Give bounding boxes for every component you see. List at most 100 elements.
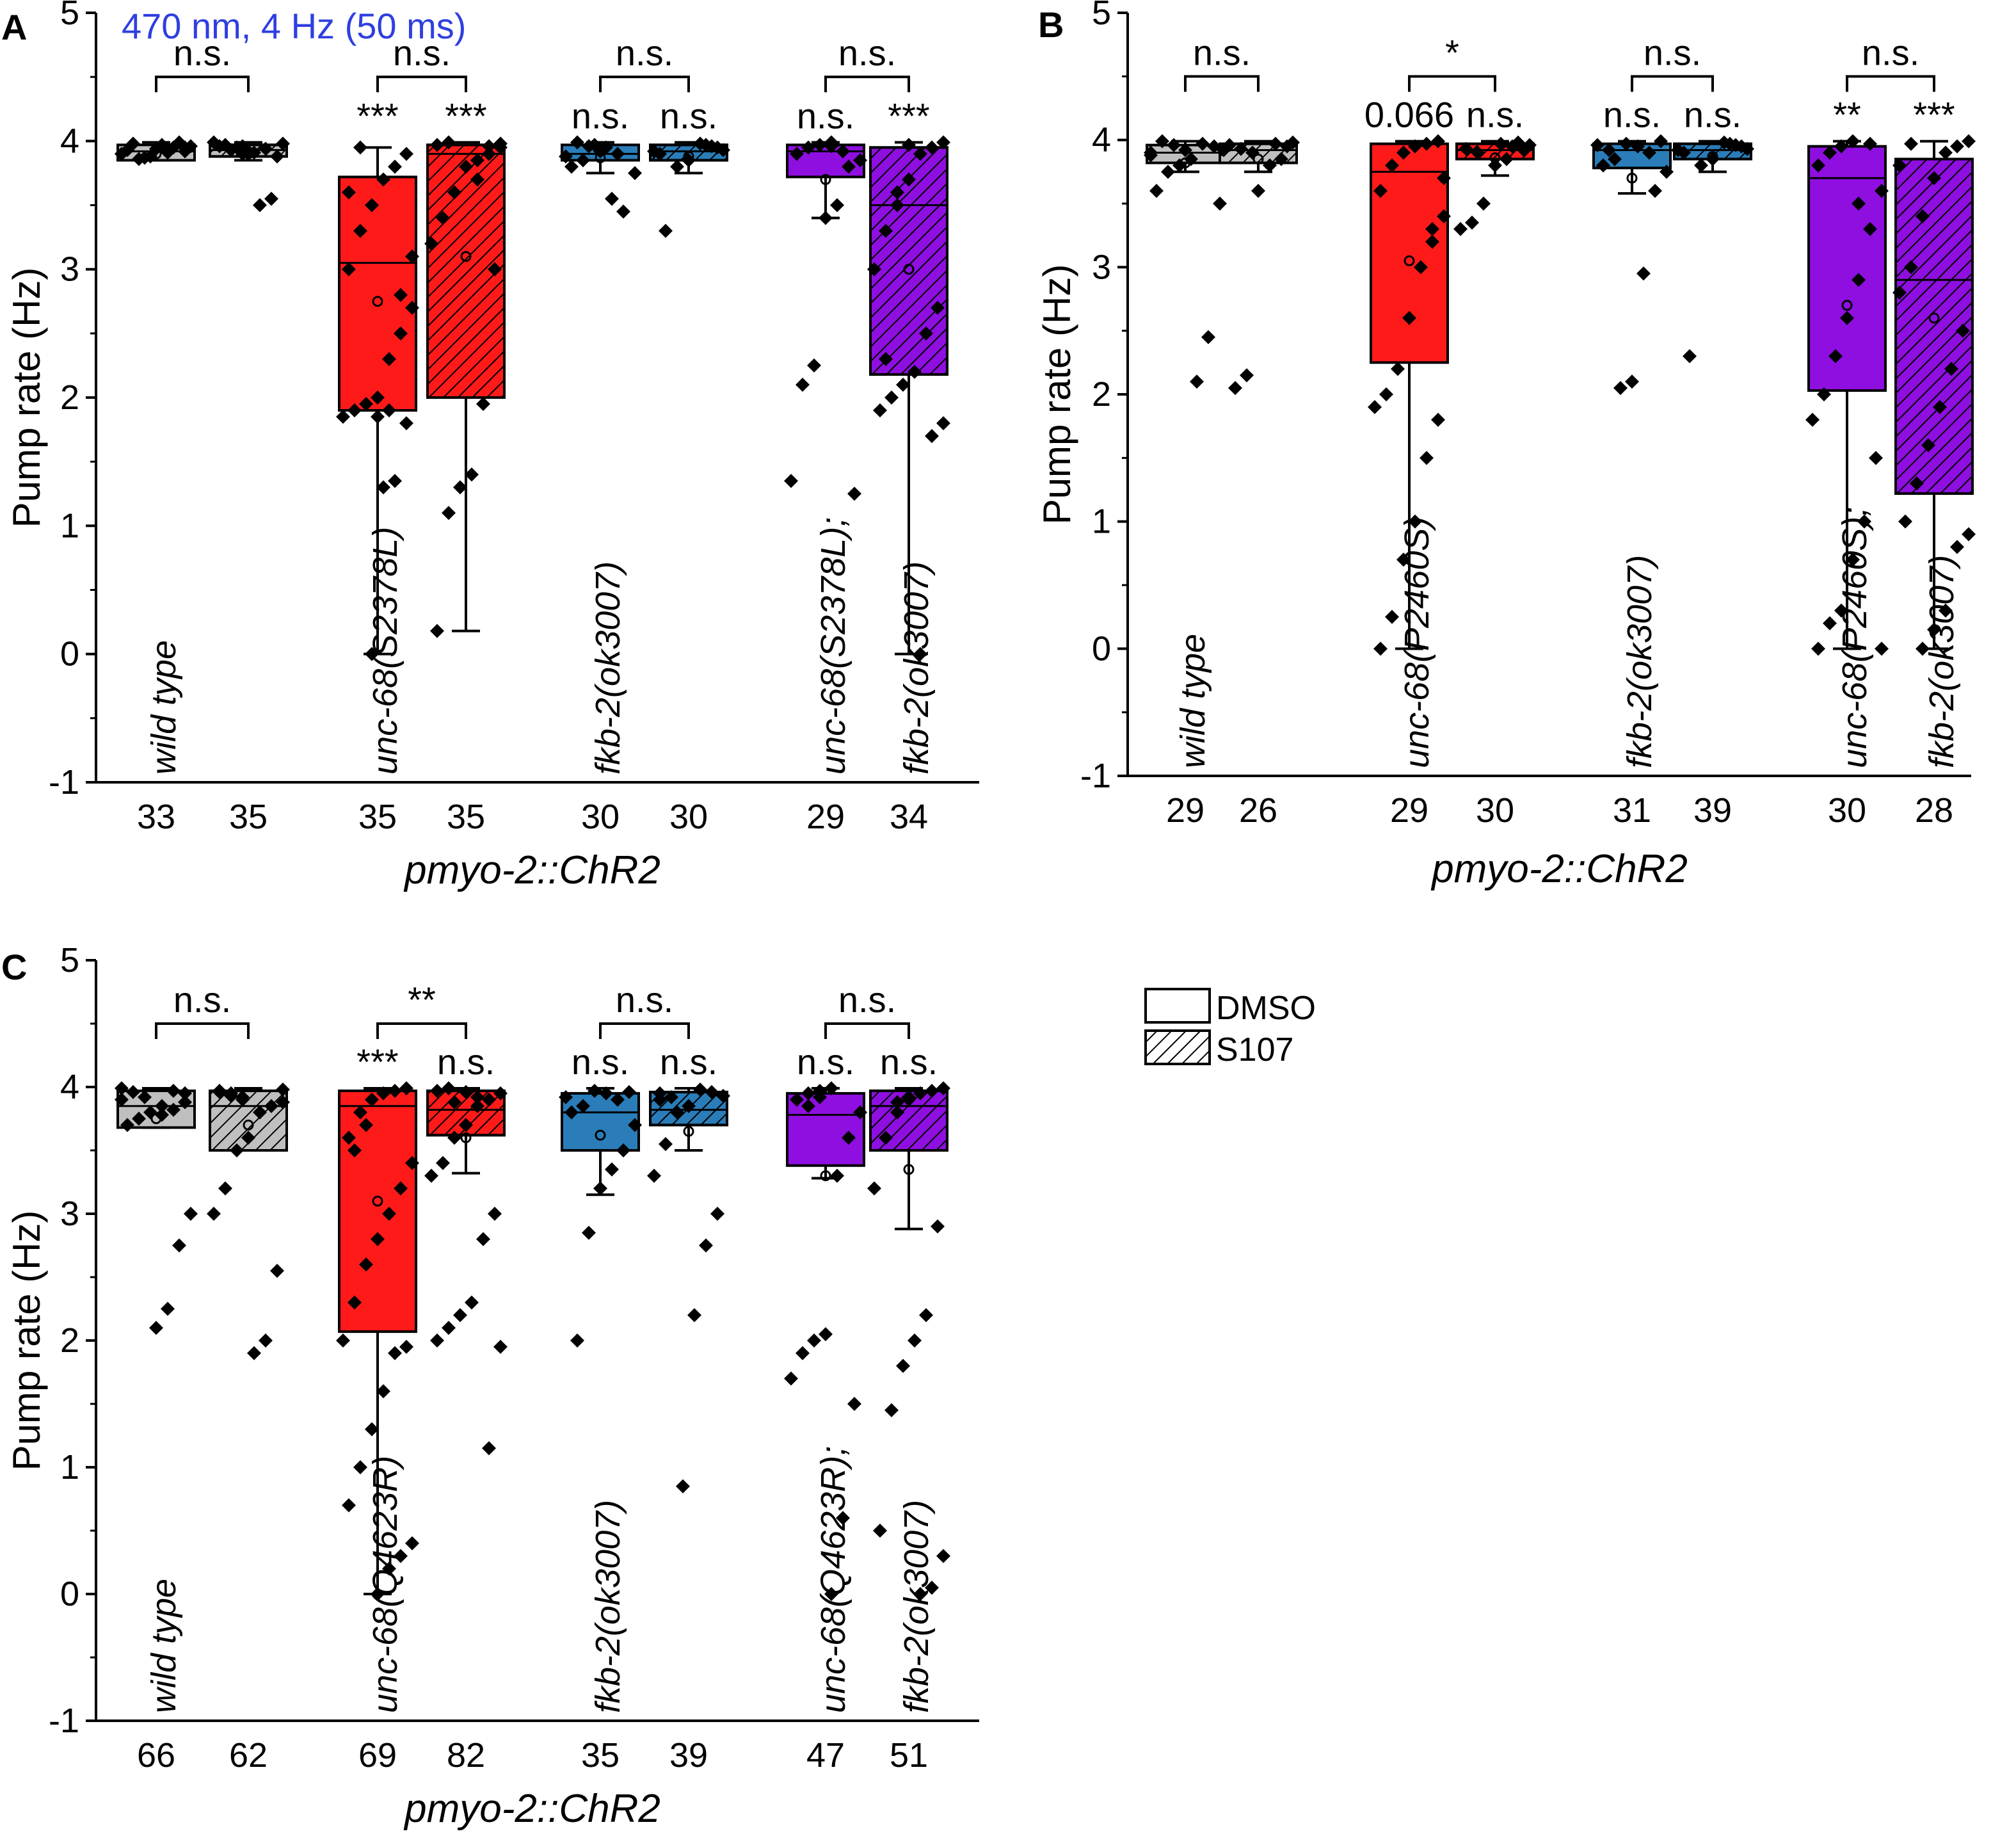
data-point [1613, 381, 1628, 396]
data-point [1437, 209, 1451, 223]
data-point [1904, 136, 1918, 151]
data-point [459, 1084, 473, 1099]
data-point [1823, 616, 1837, 631]
data-point [388, 1346, 402, 1360]
data-point [879, 223, 893, 238]
data-point [1172, 158, 1187, 173]
data-point [919, 1308, 933, 1323]
data-point [482, 1441, 496, 1456]
data-point [913, 1587, 927, 1601]
data-point [605, 1162, 619, 1177]
data-point [470, 1099, 484, 1113]
data-point [348, 1295, 362, 1310]
data-point [784, 474, 798, 488]
data-point [172, 1238, 186, 1253]
data-point [873, 1524, 887, 1538]
genotype-label: wild type [1174, 634, 1212, 768]
data-point [1805, 412, 1820, 427]
data-point [890, 1105, 904, 1120]
data-point [687, 1308, 701, 1323]
data-point [1596, 158, 1610, 173]
significance-label: n.s. [880, 1042, 938, 1082]
data-point [1817, 387, 1831, 401]
data-point [376, 1384, 390, 1399]
data-point [126, 1084, 140, 1099]
data-point [1625, 374, 1639, 389]
data-point [824, 139, 838, 154]
genotype-label: unc-68(S2378L); [814, 517, 852, 775]
data-point [807, 1333, 821, 1348]
data-point [224, 1086, 238, 1100]
mean-marker [1404, 255, 1415, 266]
data-point [699, 1238, 713, 1253]
data-point [1280, 139, 1294, 154]
n-count: 26 [1239, 791, 1277, 830]
data-point [1425, 221, 1439, 236]
data-point [925, 1581, 939, 1595]
data-point [576, 1099, 590, 1113]
data-point [336, 1333, 350, 1348]
data-point [647, 1168, 661, 1183]
data-point [1811, 641, 1825, 656]
data-point [166, 1083, 180, 1098]
data-point [1420, 451, 1434, 465]
data-point [149, 1321, 163, 1335]
comparison-bracket [1184, 75, 1260, 92]
data-point [241, 1131, 255, 1145]
data-point [132, 1111, 146, 1126]
data-point [493, 1339, 508, 1354]
n-count: 30 [669, 798, 708, 836]
data-point [1840, 310, 1854, 325]
data-point [847, 487, 861, 501]
n-count: 66 [137, 1736, 175, 1775]
data-point [1834, 139, 1848, 154]
bracket-label: n.s. [173, 979, 231, 1020]
bracket-label: n.s. [838, 979, 896, 1020]
data-point [1431, 134, 1445, 149]
mean-marker [1841, 300, 1853, 311]
comparison-bracket [1846, 75, 1935, 92]
y-tick-label: -1 [1080, 757, 1111, 795]
data-point [682, 153, 696, 168]
data-point [570, 135, 584, 150]
data-point [682, 1099, 696, 1113]
significance-label: ** [1833, 95, 1861, 135]
data-point [1892, 158, 1907, 173]
data-point [1167, 138, 1181, 152]
data-point [247, 1346, 261, 1360]
data-point [394, 287, 408, 302]
y-tick-label: 3 [1092, 248, 1111, 286]
data-point [884, 1403, 899, 1417]
data-point [1654, 134, 1668, 149]
data-point [430, 1333, 444, 1348]
data-point [264, 191, 278, 206]
data-point [784, 1371, 798, 1386]
n-count: 35 [358, 798, 397, 836]
data-point [1155, 134, 1169, 149]
data-point [693, 1082, 707, 1097]
data-point [1875, 641, 1889, 656]
data-point [218, 1181, 232, 1196]
genotype-label: fkb-2(ok3007) [897, 561, 936, 775]
y-tick-label: 1 [60, 1448, 79, 1486]
data-point [442, 506, 456, 520]
data-point [371, 1232, 385, 1246]
data-point [559, 149, 573, 164]
data-point [710, 140, 724, 155]
data-point [1178, 143, 1192, 157]
genotype-label: wild type [145, 640, 183, 775]
data-point [902, 1090, 916, 1104]
data-point [161, 145, 175, 160]
mean-marker [372, 1195, 383, 1207]
data-point [138, 150, 152, 165]
data-point [564, 1105, 579, 1120]
data-point [1636, 266, 1651, 281]
data-point [470, 153, 484, 168]
data-point [436, 211, 450, 225]
y-tick-label: 0 [1092, 629, 1111, 668]
data-point [465, 467, 479, 482]
comparison-bracket [1408, 75, 1496, 92]
data-point [236, 139, 250, 154]
data-point [824, 1081, 838, 1095]
n-count: 82 [447, 1736, 485, 1775]
